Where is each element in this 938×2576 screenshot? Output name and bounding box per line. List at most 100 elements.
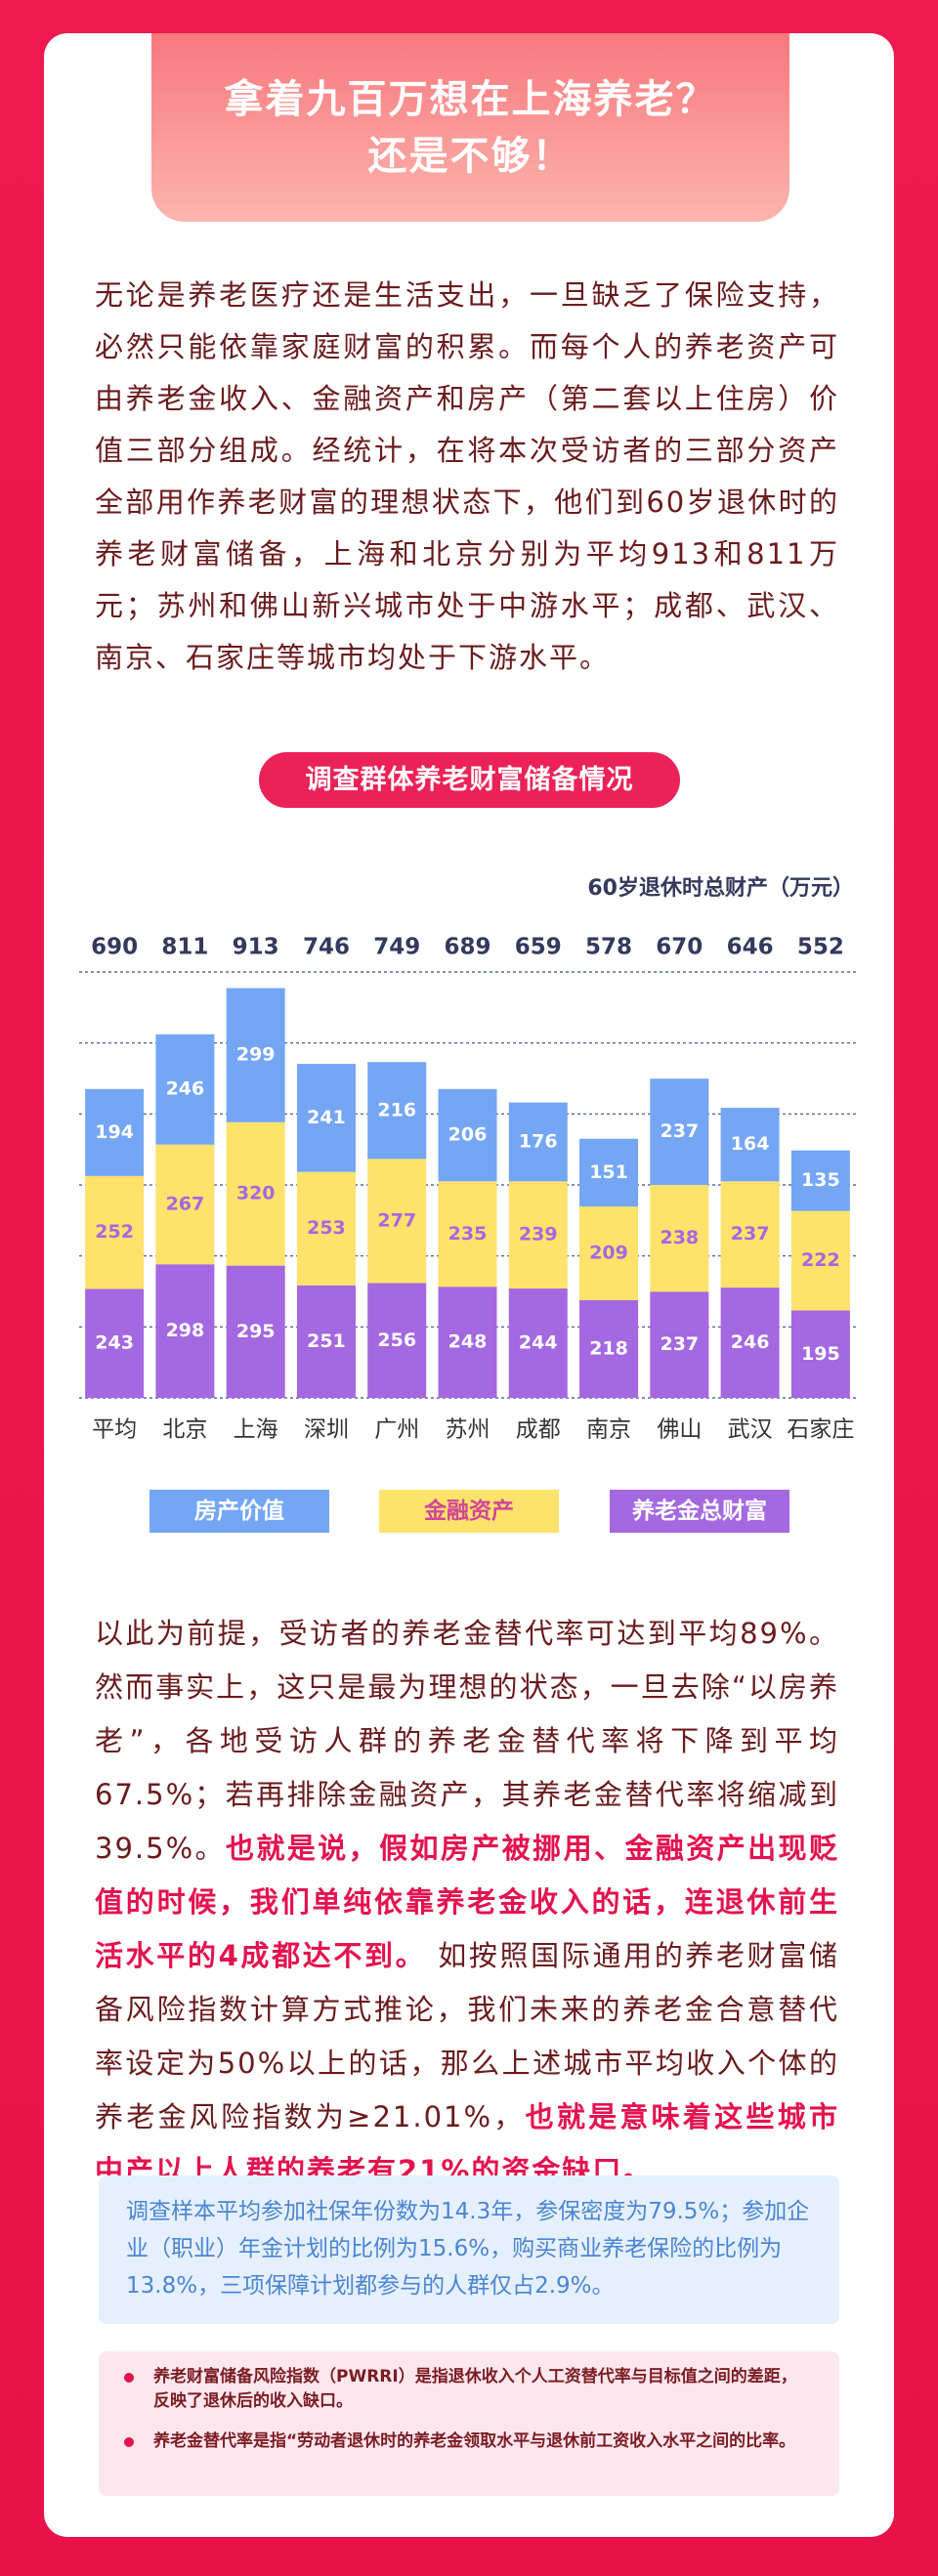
- bar-segment: [226, 1265, 285, 1398]
- segment-label: 267: [166, 1193, 205, 1214]
- bar-segment: [226, 1121, 285, 1266]
- x-tick-label: 苏州: [446, 1417, 490, 1443]
- bar-segment: [155, 1034, 215, 1145]
- bar-segment: [720, 1108, 780, 1182]
- section-title: 调查群体养老财富储备情况: [259, 752, 680, 808]
- segment-label: 239: [519, 1224, 558, 1246]
- segment-label: 248: [448, 1331, 488, 1353]
- segment-label: 277: [377, 1209, 416, 1231]
- x-tick-label: 深圳: [304, 1417, 349, 1443]
- bar-segment: [579, 1299, 639, 1398]
- segment-label: 253: [307, 1217, 346, 1239]
- segment-label: 298: [166, 1320, 205, 1341]
- segment-label: 244: [519, 1332, 558, 1354]
- x-tick-label: 武汉: [728, 1417, 773, 1443]
- bar-segment: [296, 1285, 356, 1398]
- header: 拿着九百万想在上海养老？ 还是不够！: [151, 33, 789, 222]
- segment-label: 164: [731, 1133, 770, 1155]
- bar-segment: [296, 1064, 356, 1172]
- text: 以此为前提，受访者的养老金替代率可达到平均89%。然而事实上，这只是最为理想的状…: [95, 1617, 839, 1865]
- segment-label: 295: [236, 1321, 276, 1342]
- bar-segment: [155, 1264, 215, 1398]
- segment-label: 195: [801, 1343, 840, 1365]
- total-label: 913: [233, 935, 279, 960]
- segment-label: 299: [236, 1044, 276, 1066]
- segment-label: 238: [660, 1227, 699, 1248]
- x-tick-label: 南京: [586, 1417, 631, 1443]
- bar-segment: [790, 1150, 850, 1211]
- legend-item: 养老金总财富: [610, 1490, 789, 1533]
- segment-label: 246: [166, 1078, 205, 1100]
- x-tick-label: 平均: [92, 1417, 137, 1443]
- bar-segment: [85, 1175, 145, 1289]
- segment-label: 237: [660, 1333, 699, 1355]
- legend-item: 金融资产: [379, 1490, 559, 1533]
- x-tick-label: 北京: [162, 1417, 207, 1443]
- segment-label: 209: [589, 1242, 628, 1263]
- bar-segment: [438, 1287, 497, 1398]
- bar-segment: [296, 1171, 356, 1286]
- x-tick-label: 广州: [374, 1417, 419, 1443]
- bar-segment: [438, 1181, 497, 1288]
- segment-label: 222: [801, 1249, 840, 1271]
- segment-label: 176: [519, 1130, 558, 1152]
- emphasis-text: 也就是说，假如房产被挪用、金融资产出现贬值的时候，我们单纯依靠养老金收入的话，连…: [95, 1832, 839, 1972]
- bar-segment: [367, 1159, 427, 1284]
- segment-label: 151: [589, 1161, 628, 1183]
- title-line: 还是不够！: [367, 133, 574, 179]
- segment-label: 246: [731, 1331, 770, 1353]
- title-line: 拿着九百万想在上海养老？: [224, 76, 717, 122]
- bar-segment: [579, 1206, 639, 1300]
- bar-segment: [367, 1283, 427, 1398]
- bar-segment: [85, 1088, 145, 1176]
- x-tick-label: 成都: [516, 1417, 561, 1443]
- bar-segment: [508, 1102, 568, 1182]
- x-tick-label: 佛山: [657, 1417, 702, 1443]
- segment-label: 243: [95, 1332, 134, 1354]
- x-tick-label: 上海: [234, 1417, 278, 1443]
- segment-label: 206: [448, 1124, 488, 1146]
- bar-segment: [650, 1078, 709, 1185]
- bar-segment: [226, 988, 285, 1122]
- bar-segment: [720, 1181, 780, 1288]
- segment-label: 218: [589, 1337, 628, 1359]
- bar-segment: [720, 1288, 780, 1398]
- segment-label: 252: [95, 1221, 134, 1243]
- bar-segment: [790, 1310, 850, 1398]
- total-label: 746: [303, 935, 350, 960]
- bar-segment: [438, 1088, 497, 1182]
- chart: 60岁退休时总财产（万元） 690 243 252 194 平均 811 298 267 246 北…: [79, 875, 856, 1443]
- bar-segment: [85, 1288, 145, 1398]
- notes: 养老财富储备风险指数（PWRRI）是指退休收入个人工资替代率与目标值之间的差距，…: [99, 2351, 839, 2496]
- total-label: 552: [797, 935, 844, 960]
- paragraph: 以此为前提，受访者的养老金替代率可达到平均89%。然而事实上，这只是最为理想的状…: [95, 1607, 839, 2198]
- total-label: 749: [373, 935, 420, 960]
- bar-segment: [508, 1288, 568, 1398]
- segment-label: 251: [307, 1330, 346, 1352]
- segment-label: 320: [236, 1183, 276, 1204]
- bar-segment: [650, 1185, 709, 1292]
- bar-segment: [650, 1291, 709, 1398]
- segment-label: 235: [448, 1223, 488, 1245]
- paragraph: 无论是养老医疗还是生活支出，一旦缺乏了保险支持，必然只能依靠家庭财富的积累。而每…: [95, 278, 839, 674]
- legend-item: 房产价值: [149, 1490, 329, 1533]
- text: 如按照国际通用的养老财富储备风险指数计算方式推论，我们未来的养老金合意替代率设定…: [95, 1939, 839, 2133]
- total-label: 689: [444, 935, 490, 960]
- total-label: 670: [656, 935, 703, 960]
- bar-segment: [790, 1210, 850, 1311]
- axis-label: 60岁退休时总财产（万元）: [587, 875, 854, 901]
- segment-label: 194: [95, 1121, 134, 1143]
- total-label: 646: [727, 935, 774, 960]
- total-label: 659: [515, 935, 562, 960]
- segment-label: 216: [377, 1099, 416, 1120]
- info-box: 调查样本平均参加社保年份数为14.3年，参保密度为79.5%；参加企业（职业）年…: [99, 2175, 839, 2324]
- bar-segment: [367, 1062, 427, 1160]
- total-label: 578: [585, 935, 632, 960]
- bar-segment: [508, 1181, 568, 1289]
- note: 养老财富储备风险指数（PWRRI）是指退休收入个人工资替代率与目标值之间的差距，…: [124, 2365, 812, 2414]
- segment-label: 256: [377, 1330, 416, 1351]
- x-tick-label: 石家庄: [787, 1417, 854, 1443]
- bar-segment: [579, 1138, 639, 1207]
- total-label: 690: [91, 935, 138, 960]
